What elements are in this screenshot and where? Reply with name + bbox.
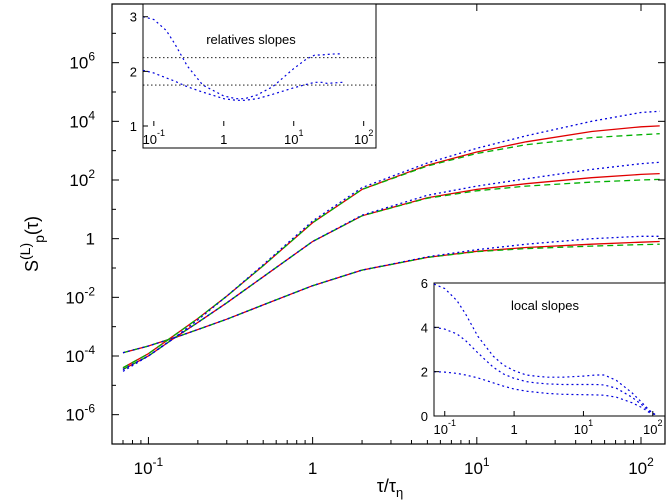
inset-local-slopes-series	[433, 283, 657, 416]
y-tick-label: 104	[69, 108, 95, 131]
inset-relatives-slopes-series	[142, 16, 343, 100]
y-tick-label: 10-4	[65, 343, 95, 366]
inset-relatives-slopes-frame	[142, 3, 377, 149]
series-low-dotted	[122, 235, 660, 354]
inset-relatives-slopes-y-tick-label: 2	[130, 64, 137, 79]
inset-relatives-slopes-title: relatives slopes	[206, 32, 296, 47]
series-high-dashed	[122, 133, 660, 369]
y-tick-label: 10-6	[65, 402, 95, 425]
inset-local-slopes-content: 10-1 1 101 102 0 2 4 6	[421, 276, 663, 437]
inset-local-slopes-y-tick-label: 6	[421, 276, 428, 291]
inset-local-slopes-y-tick-label: 2	[421, 365, 428, 380]
y-tick-label: 1	[86, 230, 95, 249]
inset-local-slopes: local slopes 10-1 1 101 102 0 2 4 6	[421, 276, 666, 437]
series-high-dotted	[122, 110, 660, 372]
y-tick-label: 10-2	[65, 284, 95, 307]
series-high-solid	[122, 125, 660, 369]
inset-local-slopes-y-tick-label: 0	[421, 409, 428, 424]
inset-local-slopes-title: local slopes	[511, 298, 579, 313]
inset-local-slopes-x-tick-label: 102	[643, 418, 662, 437]
x-tick-label: 101	[464, 455, 490, 478]
inset-relatives-slopes-y-tick-label: 1	[130, 119, 137, 134]
inset-relatives-slopes-x-tick-label: 101	[284, 128, 303, 147]
inset-local-slopes-y-tick-label: 4	[421, 320, 428, 335]
inset-relatives-slopes-x-tick-label: 10-1	[143, 128, 165, 147]
series-mid-dotted	[122, 161, 660, 370]
inset-relatives-slopes-y-tick-label: 3	[130, 10, 137, 25]
inset-local-slopes-x-tick-label: 101	[574, 418, 593, 437]
inset-relatives-slopes: relatives slopes 10-1 1 101 102 1 2 3	[130, 3, 377, 149]
inset-local-slopes-series	[433, 326, 656, 416]
x-tick-label: 102	[628, 455, 654, 478]
inset-local-slopes-x-tick-label: 10-1	[434, 418, 456, 437]
x-axis-label: τ/τη	[377, 476, 403, 500]
y-axis-label: S(L)p(τ)	[17, 216, 47, 272]
main-plot-frame	[111, 3, 666, 445]
main-series-group	[122, 110, 660, 372]
inset-relatives-slopes-x-tick-label: 102	[354, 128, 373, 147]
inset-local-slopes-x-tick-label: 1	[510, 422, 517, 437]
x-tick-label: 10-1	[134, 455, 164, 478]
inset-relatives-slopes-x-tick-label: 1	[220, 132, 227, 147]
y-tick-label: 106	[69, 50, 95, 73]
inset-relatives-slopes-content: 10-1 1 101 102 1 2 3	[130, 10, 376, 147]
x-tick-label: 1	[308, 459, 317, 478]
y-tick-label: 102	[69, 167, 95, 190]
